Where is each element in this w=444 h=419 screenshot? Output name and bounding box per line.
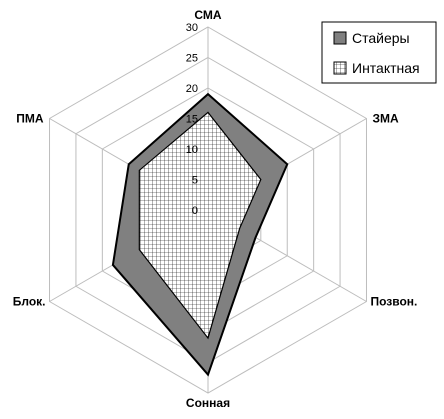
axis-label: СМА bbox=[194, 8, 222, 22]
tick-label: 15 bbox=[186, 114, 198, 126]
tick-labels: 0 5 10 15 20 25 30 bbox=[186, 22, 198, 217]
axis-label: Блок. bbox=[13, 295, 46, 309]
legend-swatch-stayers bbox=[333, 31, 347, 45]
series-layer bbox=[111, 92, 289, 377]
axis-label: ЗМА bbox=[372, 112, 399, 126]
legend-swatch-intact bbox=[333, 61, 347, 75]
tick-label: 0 bbox=[192, 205, 198, 217]
tick-label: 30 bbox=[186, 22, 198, 34]
axis-label: Позвон. bbox=[370, 295, 417, 309]
tick-label: 5 bbox=[192, 175, 198, 187]
legend: Стайеры Интактная bbox=[321, 21, 437, 84]
tick-label: 25 bbox=[186, 53, 198, 65]
tick-label: 10 bbox=[186, 144, 198, 156]
axis-labels: СМА ЗМА Позвон. Сонная Блок. ПМА bbox=[13, 8, 418, 410]
tick-label: 20 bbox=[186, 83, 198, 95]
axis-label: Сонная bbox=[186, 396, 230, 410]
legend-label-intact: Интактная bbox=[352, 60, 420, 76]
legend-label-stayers: Стайеры bbox=[352, 30, 410, 46]
axis-label: ПМА bbox=[16, 112, 44, 126]
series-area-1 bbox=[138, 111, 262, 340]
